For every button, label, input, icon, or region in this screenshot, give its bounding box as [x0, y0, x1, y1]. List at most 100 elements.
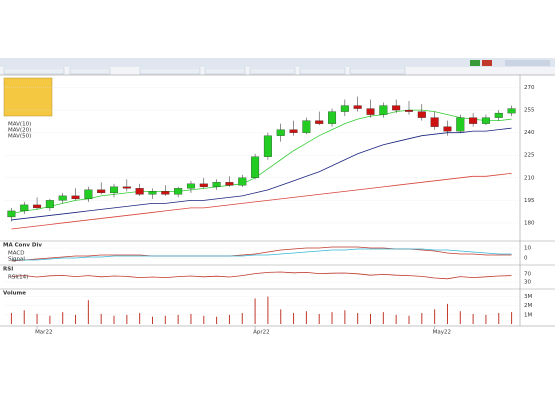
candle-body: [276, 129, 285, 136]
panel-title: RSI: [3, 267, 13, 273]
candle-body: [456, 117, 465, 132]
bar: [139, 313, 141, 324]
bar: [408, 315, 410, 324]
bar: [280, 309, 282, 324]
candle-body: [392, 105, 401, 111]
bar: [100, 313, 102, 324]
bar: [446, 303, 448, 324]
series-line: [11, 172, 512, 230]
candle-body: [404, 109, 413, 112]
x-tick-label: May22: [433, 330, 451, 336]
candle-body: [45, 200, 54, 209]
legend-label: RSI(14): [8, 275, 28, 281]
status-button[interactable]: [470, 60, 480, 66]
candle-body: [507, 108, 516, 114]
bar: [382, 312, 384, 324]
bar: [498, 313, 500, 324]
bar: [395, 314, 397, 324]
bar: [472, 313, 474, 324]
status-button[interactable]: [505, 60, 550, 66]
candle-body: [494, 112, 503, 118]
bar: [459, 311, 461, 324]
candle-body: [161, 191, 170, 195]
bar: [113, 315, 115, 324]
candle-body: [33, 204, 42, 209]
y-tick-label: 10: [524, 246, 531, 252]
x-tick-label: Mar22: [35, 330, 52, 336]
bar: [36, 313, 38, 324]
candle-body: [84, 189, 93, 200]
y-tick-label: 225: [524, 153, 535, 159]
candle-body: [122, 186, 131, 189]
candle-body: [238, 177, 247, 186]
candle-body: [212, 182, 221, 187]
candle-body: [289, 129, 298, 133]
toolbar-button[interactable]: [204, 67, 246, 75]
bar: [293, 313, 295, 324]
toolbar-button[interactable]: [69, 67, 111, 75]
legend-label: MAV(10): [8, 122, 31, 128]
x-tick-label: Apr22: [253, 330, 270, 336]
bar: [75, 314, 77, 324]
toolbar-button[interactable]: [249, 67, 296, 75]
bar: [421, 313, 423, 324]
y-tick-label: 1M: [524, 312, 532, 318]
bar: [216, 316, 218, 324]
toolbar-button[interactable]: [139, 67, 201, 75]
candle-body: [340, 105, 349, 112]
candle-body: [302, 120, 311, 133]
candle-body: [174, 188, 183, 195]
bar: [241, 313, 243, 324]
candle-body: [7, 210, 16, 218]
title-bar: [0, 58, 555, 67]
y-tick-label: 2M: [524, 303, 532, 309]
toolbar-button[interactable]: [3, 67, 65, 75]
y-tick-label: 255: [524, 108, 535, 114]
series-line: [11, 271, 512, 280]
bar: [434, 309, 436, 324]
candle-body: [443, 126, 452, 132]
bar: [267, 296, 269, 324]
y-tick-label: 210: [524, 175, 535, 181]
toolbar-button[interactable]: [299, 67, 346, 75]
panel-title: Volume: [3, 291, 26, 297]
toolbar-button[interactable]: [349, 67, 406, 75]
y-tick-label: 0: [524, 256, 528, 262]
bar: [87, 300, 89, 324]
panel-title: MA Conv Div: [3, 243, 42, 249]
candle-body: [71, 195, 80, 200]
bar: [23, 310, 25, 324]
series-line: [11, 246, 512, 262]
candle-body: [110, 186, 119, 194]
candle-body: [353, 105, 362, 109]
candle-body: [135, 188, 144, 195]
series-line: [11, 248, 512, 261]
legend-label: MACD: [8, 251, 25, 257]
bar: [485, 314, 487, 324]
candle-body: [481, 117, 490, 124]
candle-body: [199, 183, 208, 187]
y-tick-label: 3M: [524, 294, 532, 300]
quote-box: [3, 77, 53, 117]
bar: [62, 312, 64, 324]
legend-label: MAV(20): [8, 128, 31, 134]
candle-body: [251, 156, 260, 178]
series-line: [11, 109, 512, 215]
bar: [344, 310, 346, 324]
status-button[interactable]: [482, 60, 492, 66]
bar: [357, 313, 359, 324]
candle-body: [225, 182, 234, 186]
series-line: [11, 127, 512, 221]
candle-body: [58, 195, 67, 201]
candle-body: [379, 105, 388, 115]
bar: [228, 314, 230, 324]
candle-body: [20, 204, 29, 212]
candle-body: [417, 111, 426, 118]
candle-body: [97, 189, 106, 194]
bar: [254, 298, 256, 324]
bar: [126, 314, 128, 324]
y-tick-label: 70: [524, 272, 531, 278]
y-tick-label: 270: [524, 85, 535, 91]
candle-body: [315, 120, 324, 124]
